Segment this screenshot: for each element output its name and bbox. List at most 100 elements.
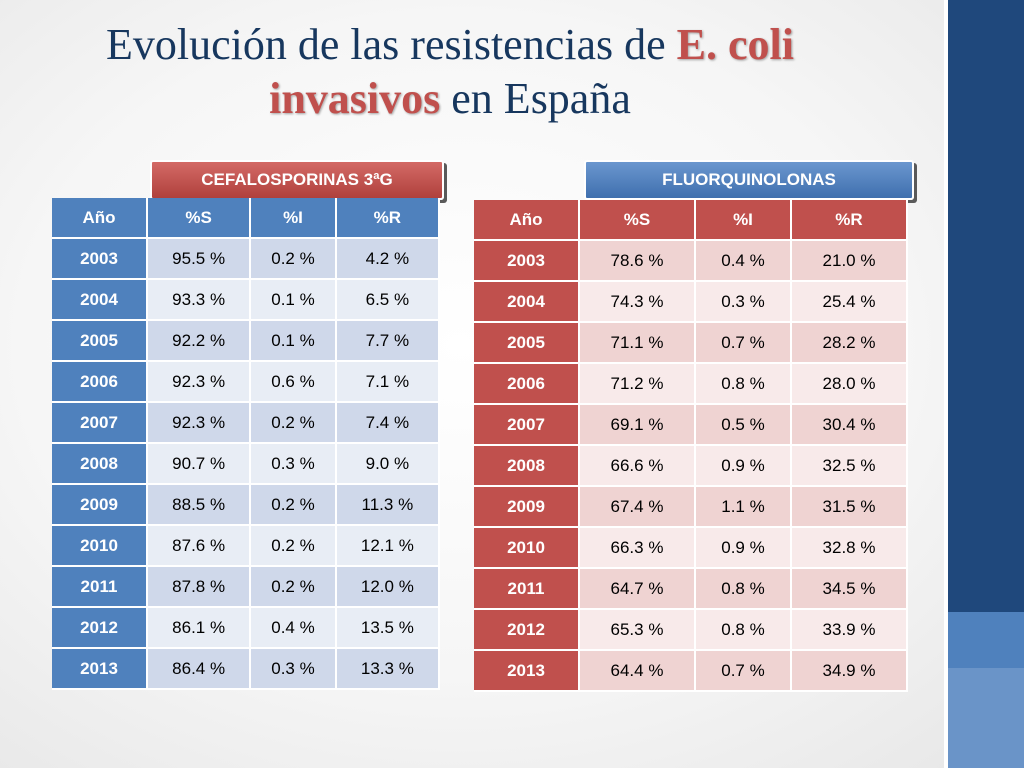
table-row: 2003 95.5 % 0.2 % 4.2 % [52,239,440,280]
table-row: 2011 87.8 % 0.2 % 12.0 % [52,567,440,608]
year-cell: 2007 [52,403,148,444]
table-row: 2006 71.2 % 0.8 % 28.0 % [474,364,908,405]
year-cell: 2004 [474,282,580,323]
table-header-row: Año %S %I %R [52,198,440,239]
value-cell: 90.7 % [148,444,252,485]
year-cell: 2003 [52,239,148,280]
value-cell: 64.7 % [580,569,696,610]
value-cell: 93.3 % [148,280,252,321]
title-highlight-invasivos: invasivos [269,74,441,123]
value-cell: 0.2 % [251,403,337,444]
value-cell: 0.3 % [251,444,337,485]
side-decoration-segment [948,612,1024,668]
table-row: 2012 65.3 % 0.8 % 33.9 % [474,610,908,651]
value-cell: 7.1 % [336,362,440,403]
year-cell: 2008 [52,444,148,485]
slide-title: Evolución de las resistencias de E. coli… [60,18,840,126]
year-cell: 2003 [474,241,580,282]
column-header: %S [148,198,252,239]
value-cell: 0.4 % [251,608,337,649]
value-cell: 12.1 % [336,526,440,567]
table-row: 2005 71.1 % 0.7 % 28.2 % [474,323,908,364]
column-header: Año [474,200,580,241]
value-cell: 13.5 % [336,608,440,649]
value-cell: 0.2 % [251,526,337,567]
value-cell: 31.5 % [792,487,908,528]
table-row: 2010 87.6 % 0.2 % 12.1 % [52,526,440,567]
value-cell: 0.2 % [251,239,337,280]
value-cell: 9.0 % [336,444,440,485]
year-cell: 2009 [474,487,580,528]
value-cell: 30.4 % [792,405,908,446]
table-row: 2006 92.3 % 0.6 % 7.1 % [52,362,440,403]
cefalosporinas-badge: CEFALOSPORINAS 3ªG [150,160,444,200]
value-cell: 87.6 % [148,526,252,567]
table-row: 2011 64.7 % 0.8 % 34.5 % [474,569,908,610]
value-cell: 0.3 % [251,649,337,690]
year-cell: 2012 [474,610,580,651]
value-cell: 28.0 % [792,364,908,405]
table-row: 2009 67.4 % 1.1 % 31.5 % [474,487,908,528]
table-row: 2003 78.6 % 0.4 % 21.0 % [474,241,908,282]
value-cell: 0.8 % [695,569,792,610]
value-cell: 34.9 % [792,651,908,692]
value-cell: 0.3 % [695,282,792,323]
year-cell: 2009 [52,485,148,526]
year-cell: 2012 [52,608,148,649]
value-cell: 6.5 % [336,280,440,321]
value-cell: 92.2 % [148,321,252,362]
table-row: 2008 90.7 % 0.3 % 9.0 % [52,444,440,485]
value-cell: 71.1 % [580,323,696,364]
side-divider [944,0,948,768]
value-cell: 32.5 % [792,446,908,487]
column-header: %S [580,200,696,241]
table-row: 2005 92.2 % 0.1 % 7.7 % [52,321,440,362]
value-cell: 86.1 % [148,608,252,649]
side-decoration-bar [948,0,1024,768]
value-cell: 74.3 % [580,282,696,323]
value-cell: 32.8 % [792,528,908,569]
value-cell: 33.9 % [792,610,908,651]
cefalosporinas-table: Año %S %I %R 2003 95.5 % 0.2 % 4.2 % 2004 93.3 %… [52,198,440,690]
value-cell: 66.6 % [580,446,696,487]
value-cell: 92.3 % [148,403,252,444]
table-row: 2010 66.3 % 0.9 % 32.8 % [474,528,908,569]
title-highlight-ecoli: E. coli [676,20,794,69]
value-cell: 7.7 % [336,321,440,362]
value-cell: 34.5 % [792,569,908,610]
value-cell: 21.0 % [792,241,908,282]
table-row: 2008 66.6 % 0.9 % 32.5 % [474,446,908,487]
side-decoration-segment [948,668,1024,768]
year-cell: 2013 [474,651,580,692]
title-part: en España [440,74,631,123]
value-cell: 0.2 % [251,567,337,608]
table-row: 2012 86.1 % 0.4 % 13.5 % [52,608,440,649]
value-cell: 64.4 % [580,651,696,692]
year-cell: 2011 [474,569,580,610]
table-row: 2013 64.4 % 0.7 % 34.9 % [474,651,908,692]
value-cell: 0.8 % [695,610,792,651]
value-cell: 12.0 % [336,567,440,608]
value-cell: 66.3 % [580,528,696,569]
value-cell: 71.2 % [580,364,696,405]
value-cell: 0.7 % [695,651,792,692]
value-cell: 0.4 % [695,241,792,282]
table-row: 2004 93.3 % 0.1 % 6.5 % [52,280,440,321]
year-cell: 2011 [52,567,148,608]
year-cell: 2005 [474,323,580,364]
year-cell: 2007 [474,405,580,446]
value-cell: 25.4 % [792,282,908,323]
table-row: 2007 69.1 % 0.5 % 30.4 % [474,405,908,446]
table-row: 2004 74.3 % 0.3 % 25.4 % [474,282,908,323]
value-cell: 1.1 % [695,487,792,528]
value-cell: 0.5 % [695,405,792,446]
value-cell: 0.7 % [695,323,792,364]
table-row: 2013 86.4 % 0.3 % 13.3 % [52,649,440,690]
year-cell: 2004 [52,280,148,321]
value-cell: 65.3 % [580,610,696,651]
year-cell: 2005 [52,321,148,362]
table-row: 2007 92.3 % 0.2 % 7.4 % [52,403,440,444]
value-cell: 11.3 % [336,485,440,526]
value-cell: 0.2 % [251,485,337,526]
year-cell: 2013 [52,649,148,690]
